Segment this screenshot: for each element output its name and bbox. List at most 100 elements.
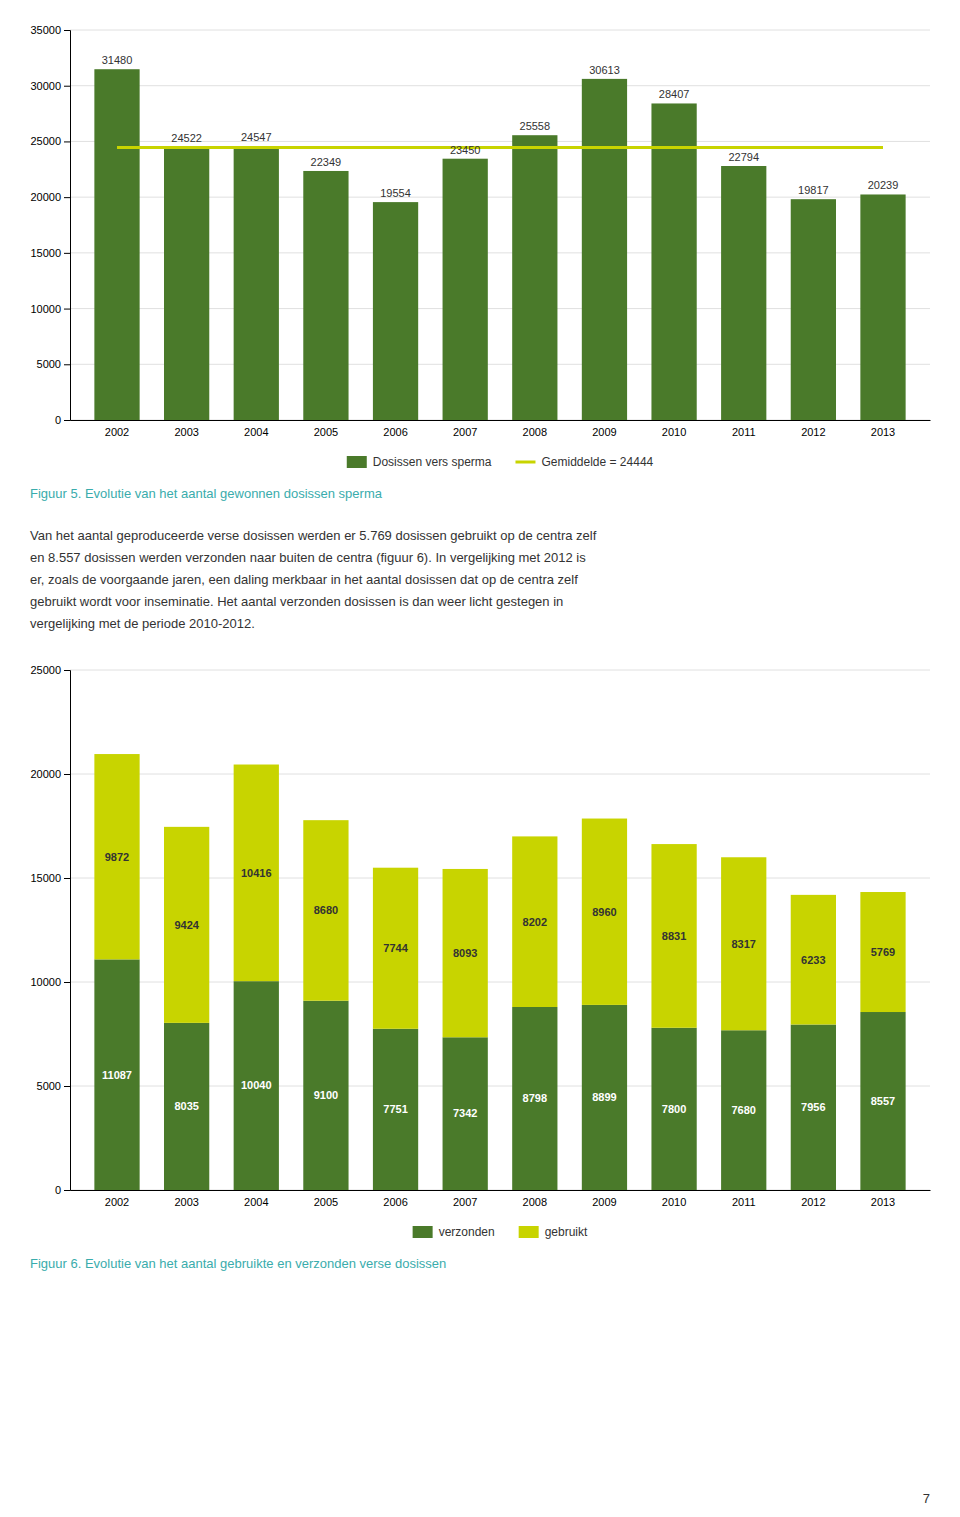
x-tick-label: 2009 xyxy=(592,1196,616,1208)
y-tick: 5000 xyxy=(37,1080,70,1092)
x-tick-label: 2010 xyxy=(662,1196,686,1208)
x-axis: 2002200320042005200620072008200920102011… xyxy=(71,1191,931,1208)
data-label: 25558 xyxy=(520,120,551,132)
data-label: 8557 xyxy=(871,1095,895,1107)
y-tick: 15000 xyxy=(30,247,70,259)
x-tick: 2005 xyxy=(314,426,338,438)
data-label: 5769 xyxy=(871,946,895,958)
x-tick-label: 2005 xyxy=(314,1196,338,1208)
y-tick-label: 15000 xyxy=(30,872,61,884)
bar xyxy=(164,827,209,1023)
data-label: 8202 xyxy=(523,916,547,928)
bar xyxy=(94,959,139,1190)
bar xyxy=(512,1007,557,1190)
data-labels: 1108780351004091007751734287988899780076… xyxy=(102,851,895,1120)
data-label: 7800 xyxy=(662,1103,686,1115)
data-label: 9424 xyxy=(174,919,199,931)
data-label: 20239 xyxy=(868,179,899,191)
data-label: 6233 xyxy=(801,954,825,966)
data-label: 8093 xyxy=(453,947,477,959)
legend-label: Gemiddelde = 24444 xyxy=(541,455,653,469)
bar xyxy=(303,820,348,1001)
data-label: 8831 xyxy=(662,930,686,942)
data-label: 24522 xyxy=(171,132,202,144)
grid xyxy=(70,670,930,1190)
y-axis: 0500010000150002000025000 xyxy=(30,664,70,1196)
y-tick: 20000 xyxy=(30,191,70,203)
legend-item: Dosissen vers sperma xyxy=(347,455,492,469)
bar xyxy=(721,1030,766,1190)
data-label: 19817 xyxy=(798,184,829,196)
x-tick-label: 2002 xyxy=(105,1196,129,1208)
x-tick: 2009 xyxy=(592,1196,616,1208)
data-label: 31480 xyxy=(102,54,133,66)
data-label: 9872 xyxy=(105,851,129,863)
bar xyxy=(373,1029,418,1190)
y-tick-mark xyxy=(64,420,70,421)
x-tick-label: 2012 xyxy=(801,1196,825,1208)
x-tick-label: 2004 xyxy=(244,1196,268,1208)
bar xyxy=(582,819,627,1005)
y-tick-mark xyxy=(64,309,70,310)
x-tick-label: 2010 xyxy=(662,426,686,438)
bar xyxy=(234,146,279,420)
x-tick: 2002 xyxy=(105,1196,129,1208)
y-tick: 15000 xyxy=(30,872,70,884)
data-label: 7956 xyxy=(801,1101,825,1113)
bar xyxy=(721,166,766,420)
bar xyxy=(373,202,418,420)
y-tick: 0 xyxy=(55,1184,70,1196)
x-tick-label: 2009 xyxy=(592,426,616,438)
x-tick-label: 2008 xyxy=(523,426,547,438)
x-tick-label: 2006 xyxy=(383,426,407,438)
x-tick: 2013 xyxy=(871,426,895,438)
x-tick-label: 2006 xyxy=(383,1196,407,1208)
x-tick: 2010 xyxy=(662,426,686,438)
bar xyxy=(651,844,696,1028)
x-axis-line xyxy=(71,420,931,421)
y-tick: 5000 xyxy=(37,358,70,370)
x-tick: 2003 xyxy=(174,426,198,438)
x-tick: 2013 xyxy=(871,1196,895,1208)
x-tick: 2009 xyxy=(592,426,616,438)
page: 3148024522245472234919554234502555830613… xyxy=(0,0,960,1517)
x-tick: 2012 xyxy=(801,426,825,438)
data-label: 11087 xyxy=(102,1069,132,1081)
y-tick-mark xyxy=(64,878,70,879)
legend-label: gebruikt xyxy=(545,1225,588,1239)
y-tick: 10000 xyxy=(30,976,70,988)
paragraph-line: en 8.557 dosissen werden verzonden naar … xyxy=(30,550,586,565)
y-tick: 0 xyxy=(55,414,70,426)
x-tick-label: 2011 xyxy=(732,1196,756,1208)
x-tick: 2007 xyxy=(453,426,477,438)
legend-swatch xyxy=(519,1226,539,1238)
x-tick-label: 2013 xyxy=(871,426,895,438)
bar xyxy=(94,754,139,959)
line xyxy=(117,146,883,149)
y-tick-mark xyxy=(64,364,70,365)
data-label: 19554 xyxy=(380,187,411,199)
caption: Figuur 5. Evolutie van het aantal gewonn… xyxy=(30,486,383,501)
legend: Dosissen vers sperma Gemiddelde = 24444 xyxy=(347,455,654,469)
legend-item: Gemiddelde = 24444 xyxy=(515,455,653,469)
bar xyxy=(164,1023,209,1190)
y-tick-label: 5000 xyxy=(37,358,61,370)
x-tick: 2008 xyxy=(523,1196,547,1208)
x-tick: 2006 xyxy=(383,1196,407,1208)
y-tick-mark xyxy=(64,86,70,87)
bar xyxy=(443,1037,488,1190)
data-label: 7751 xyxy=(383,1103,407,1115)
bar xyxy=(303,171,348,420)
legend: verzondengebruikt xyxy=(413,1225,588,1239)
y-tick-label: 15000 xyxy=(30,247,61,259)
legend-item: gebruikt xyxy=(519,1225,588,1239)
x-tick-label: 2008 xyxy=(523,1196,547,1208)
chart: 1108780351004091007751734287988899780076… xyxy=(30,664,930,1239)
y-axis-line xyxy=(64,671,71,1191)
bar xyxy=(860,194,905,420)
y-tick-mark xyxy=(64,1190,70,1191)
x-tick-label: 2013 xyxy=(871,1196,895,1208)
data-label: 8680 xyxy=(314,904,338,916)
legend-swatch xyxy=(413,1226,433,1238)
x-tick: 2012 xyxy=(801,1196,825,1208)
